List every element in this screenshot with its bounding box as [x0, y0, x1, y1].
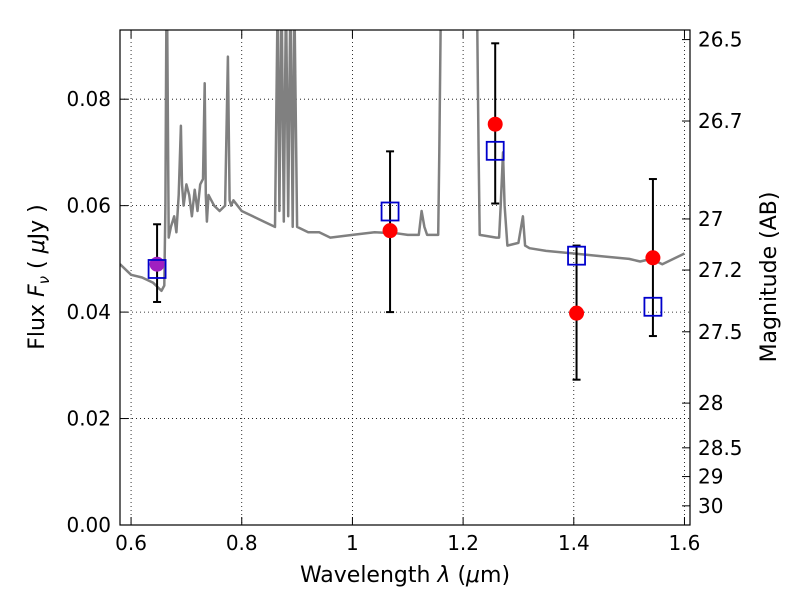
x-tick-label: 0.8	[226, 531, 258, 555]
right-axis-tick-label: 26.5	[698, 28, 743, 52]
template-spectrum-line	[120, 30, 686, 293]
right-axis-tick-label: 29	[698, 465, 723, 489]
right-axis-tick-label: 27.2	[698, 258, 743, 282]
x-axis-ticks: 0.6 0.8 1 1.2 1.4 1.6	[115, 30, 700, 555]
x-tick-label: 0.6	[115, 531, 147, 555]
right-axis-tick-label: 28	[698, 391, 723, 415]
observed-point	[487, 116, 503, 132]
y-axis-label: Flux Fν ( μJy )	[25, 204, 53, 349]
observed-point	[382, 223, 398, 239]
y-tick-label: 0.02	[66, 407, 111, 431]
template-spectrum-layer	[120, 30, 686, 293]
y-tick-label: 0.08	[66, 87, 111, 111]
right-axis-label: Magnitude (AB)	[757, 192, 782, 363]
right-axis-tick-label: 28.5	[698, 436, 743, 460]
right-axis-tick-label: 27.5	[698, 320, 743, 344]
right-axis-tick-label: 27	[698, 207, 723, 231]
model-points-layer	[147, 140, 663, 317]
observed-point	[645, 250, 661, 266]
model-point	[485, 140, 505, 161]
observed-point	[149, 256, 165, 272]
x-tick-label: 1.2	[447, 531, 479, 555]
right-axis-tick-label: 30	[698, 494, 723, 518]
x-tick-label: 1	[346, 531, 359, 555]
y-tick-label: 0.00	[66, 513, 111, 537]
y-axis-ticks: 0.00 0.02 0.04 0.06 0.08	[66, 87, 128, 537]
plot-background	[120, 30, 690, 525]
right-axis-ticks: 26.5 26.7 27 27.2 27.5 28 28.5 29 30	[682, 28, 743, 518]
x-tick-label: 1.6	[669, 531, 701, 555]
y-tick-label: 0.04	[66, 300, 111, 324]
model-point	[147, 259, 167, 279]
x-axis-label: Wavelength λ (μm)	[300, 563, 510, 588]
plot-frame	[119, 29, 691, 526]
model-point	[643, 296, 663, 317]
x-tick-label: 1.4	[558, 531, 590, 555]
observed-point	[569, 305, 585, 321]
y-tick-label: 0.06	[66, 194, 111, 218]
model-point	[380, 201, 400, 222]
model-point	[567, 245, 586, 266]
right-axis-tick-label: 26.7	[698, 109, 743, 133]
